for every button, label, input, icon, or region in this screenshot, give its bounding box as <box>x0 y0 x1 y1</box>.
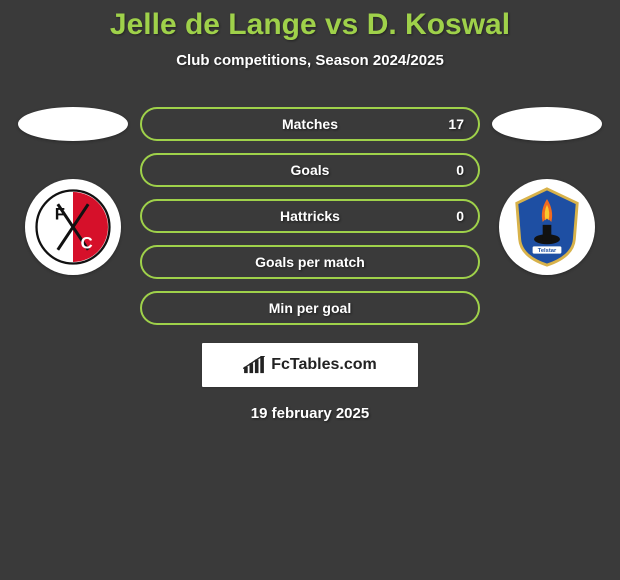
stat-row-matches: Matches 17 <box>140 107 480 141</box>
player-right-avatar-placeholder <box>492 107 602 141</box>
player-right-column: Telstar <box>492 107 602 275</box>
main-row: F C Matches 17 Goals 0 Hattricks 0 <box>0 107 620 325</box>
stat-label: Hattricks <box>280 208 340 224</box>
page-title: Jelle de Lange vs D. Koswal <box>0 0 620 42</box>
svg-text:F: F <box>55 204 65 223</box>
svg-text:Telstar: Telstar <box>538 248 557 254</box>
stat-right-value: 17 <box>448 109 464 139</box>
player-left-avatar-placeholder <box>18 107 128 141</box>
brand-label: FcTables.com <box>271 356 377 374</box>
stat-row-hattricks: Hattricks 0 <box>140 199 480 233</box>
stat-right-value: 0 <box>456 155 464 185</box>
stats-column: Matches 17 Goals 0 Hattricks 0 Goals per… <box>140 107 480 325</box>
player-left-column: F C <box>18 107 128 275</box>
brand-box[interactable]: FcTables.com <box>202 343 418 387</box>
subtitle: Club competitions, Season 2024/2025 <box>0 52 620 69</box>
stat-row-min-per-goal: Min per goal <box>140 291 480 325</box>
date-line: 19 february 2025 <box>0 405 620 422</box>
stat-label: Goals per match <box>255 254 365 270</box>
telstar-icon: Telstar <box>511 186 583 268</box>
title-player-right: D. Koswal <box>367 8 510 41</box>
svg-text:C: C <box>81 233 93 252</box>
stat-label: Goals <box>291 162 330 178</box>
title-player-left: Jelle de Lange <box>110 8 317 41</box>
stat-label: Min per goal <box>269 300 351 316</box>
bar-chart-icon <box>243 356 265 374</box>
stat-row-goals-per-match: Goals per match <box>140 245 480 279</box>
stat-label: Matches <box>282 116 338 132</box>
club-badge-left: F C <box>25 179 121 275</box>
comparison-card: Jelle de Lange vs D. Koswal Club competi… <box>0 0 620 580</box>
stat-right-value: 0 <box>456 201 464 231</box>
stat-row-goals: Goals 0 <box>140 153 480 187</box>
fc-utrecht-icon: F C <box>35 189 111 265</box>
club-badge-right: Telstar <box>499 179 595 275</box>
title-vs: vs <box>317 8 367 41</box>
